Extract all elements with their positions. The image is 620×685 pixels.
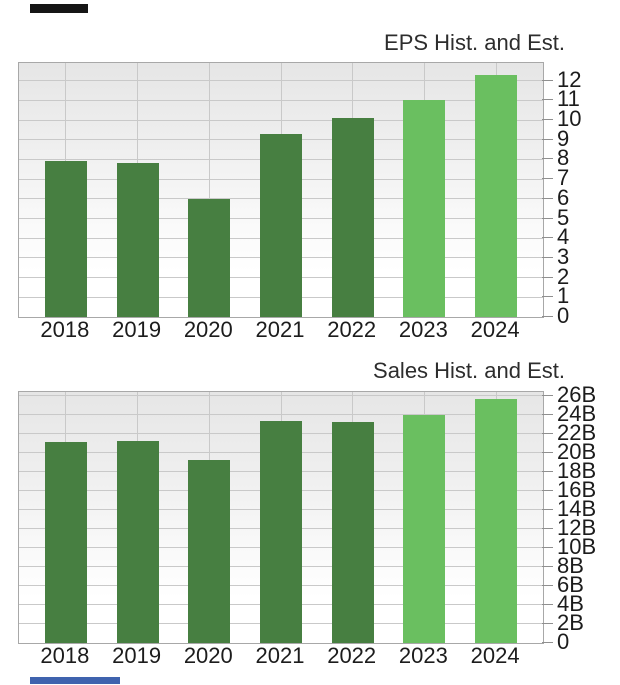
vertical-gridline	[208, 63, 210, 317]
y-axis-tick-label: 0	[557, 629, 570, 654]
y-axis-tick-label: 11	[557, 86, 580, 112]
horizontal-gridline	[19, 395, 543, 397]
bar-2022-historical	[331, 422, 374, 643]
x-axis-year-label: 2020	[183, 317, 233, 342]
bar-2024-estimate	[475, 74, 518, 317]
y-axis-tick-label: 22B	[557, 419, 597, 445]
sales-plot-area	[18, 391, 544, 644]
x-axis-year-label: 2021	[255, 317, 305, 342]
y-axis-tick-label: 4	[557, 224, 570, 250]
x-axis-year-label: 2022	[327, 643, 377, 668]
y-axis-tick-label: 26B	[557, 381, 597, 407]
x-axis-year-label: 2019	[112, 643, 162, 668]
sales-chart-title: Sales Hist. and Est.	[373, 358, 565, 383]
y-axis-tick-label: 6B	[557, 571, 584, 597]
y-axis-tick-mark	[542, 237, 553, 239]
y-axis-tick-mark	[542, 451, 553, 453]
bar-2023-estimate	[403, 100, 446, 317]
horizontal-gridline	[19, 414, 543, 416]
x-axis-year-label: 2022	[327, 317, 377, 342]
y-axis-tick-label: 10	[557, 106, 582, 132]
y-axis-tick-mark	[542, 642, 553, 643]
y-axis-tick-mark	[542, 565, 553, 567]
y-axis-tick-mark	[542, 138, 553, 140]
y-axis-tick-mark	[542, 79, 553, 81]
x-axis-year-label: 2023	[398, 317, 448, 342]
x-axis-year-label: 2020	[183, 643, 233, 668]
y-axis-tick-label: 6	[557, 184, 570, 210]
y-axis-tick-mark	[542, 489, 553, 491]
y-axis-tick-label: 9	[557, 125, 570, 151]
y-axis-tick-mark	[542, 603, 553, 605]
y-axis-tick-mark	[542, 413, 553, 415]
y-axis-tick-label: 8	[557, 145, 570, 171]
y-axis-tick-mark	[542, 316, 553, 317]
y-axis-tick-mark	[542, 584, 553, 586]
cropped-text-remnant	[30, 4, 88, 13]
y-axis-tick-label: 14B	[557, 495, 597, 521]
y-axis-tick-label: 8B	[557, 552, 584, 578]
y-axis-tick-label: 1	[557, 283, 570, 309]
cropped-link-remnant[interactable]	[30, 677, 120, 684]
x-axis-year-label: 2024	[470, 317, 520, 342]
horizontal-gridline	[19, 80, 543, 82]
horizontal-gridline	[19, 99, 543, 101]
bar-2024-estimate	[475, 398, 518, 643]
bar-2018-historical	[44, 161, 87, 317]
eps-chart-title: EPS Hist. and Est.	[384, 30, 565, 55]
bar-2020-historical	[188, 198, 231, 317]
y-axis-tick-label: 4B	[557, 590, 584, 616]
bar-2023-estimate	[403, 414, 446, 643]
x-axis-year-label: 2021	[255, 643, 305, 668]
y-axis-tick-label: 18B	[557, 457, 597, 483]
y-axis-tick-mark	[542, 546, 553, 548]
bar-2022-historical	[331, 118, 374, 317]
bar-2019-historical	[116, 441, 159, 643]
y-axis-tick-mark	[542, 178, 553, 180]
x-axis-year-label: 2024	[470, 643, 520, 668]
y-axis-tick-label: 2B	[557, 609, 584, 635]
x-axis-year-label: 2019	[112, 317, 162, 342]
bar-2020-historical	[188, 459, 231, 643]
y-axis-tick-label: 3	[557, 243, 570, 269]
y-axis-tick-mark	[542, 470, 553, 472]
bar-2018-historical	[44, 442, 87, 643]
y-axis-tick-mark	[542, 276, 553, 278]
y-axis-tick-label: 16B	[557, 476, 597, 502]
y-axis-tick-mark	[542, 508, 553, 510]
x-axis-year-label: 2018	[40, 643, 90, 668]
y-axis-tick-label: 7	[557, 165, 570, 191]
y-axis-tick-mark	[542, 622, 553, 624]
y-axis-tick-label: 20B	[557, 438, 597, 464]
x-axis-year-label: 2023	[398, 643, 448, 668]
x-axis-year-label: 2018	[40, 317, 90, 342]
y-axis-tick-mark	[542, 432, 553, 434]
eps-plot-area	[18, 62, 544, 318]
y-axis-tick-mark	[542, 99, 553, 101]
y-axis-tick-mark	[542, 197, 553, 199]
y-axis-tick-label: 12B	[557, 514, 597, 540]
y-axis-tick-label: 5	[557, 204, 570, 230]
y-axis-tick-label: 2	[557, 263, 570, 289]
y-axis-tick-mark	[542, 527, 553, 529]
horizontal-gridline	[19, 119, 543, 121]
y-axis-tick-mark	[542, 296, 553, 298]
y-axis-tick-mark	[542, 394, 553, 396]
bar-2021-historical	[260, 133, 302, 317]
y-axis-tick-label: 0	[557, 303, 570, 328]
y-axis-tick-label: 12	[557, 66, 582, 92]
y-axis-tick-mark	[542, 158, 553, 160]
y-axis-tick-label: 24B	[557, 400, 597, 426]
y-axis-tick-mark	[542, 256, 553, 258]
bar-2021-historical	[260, 421, 302, 643]
y-axis-tick-label: 10B	[557, 533, 597, 559]
bar-2019-historical	[116, 163, 159, 317]
y-axis-tick-mark	[542, 119, 553, 121]
y-axis-tick-mark	[542, 217, 553, 219]
